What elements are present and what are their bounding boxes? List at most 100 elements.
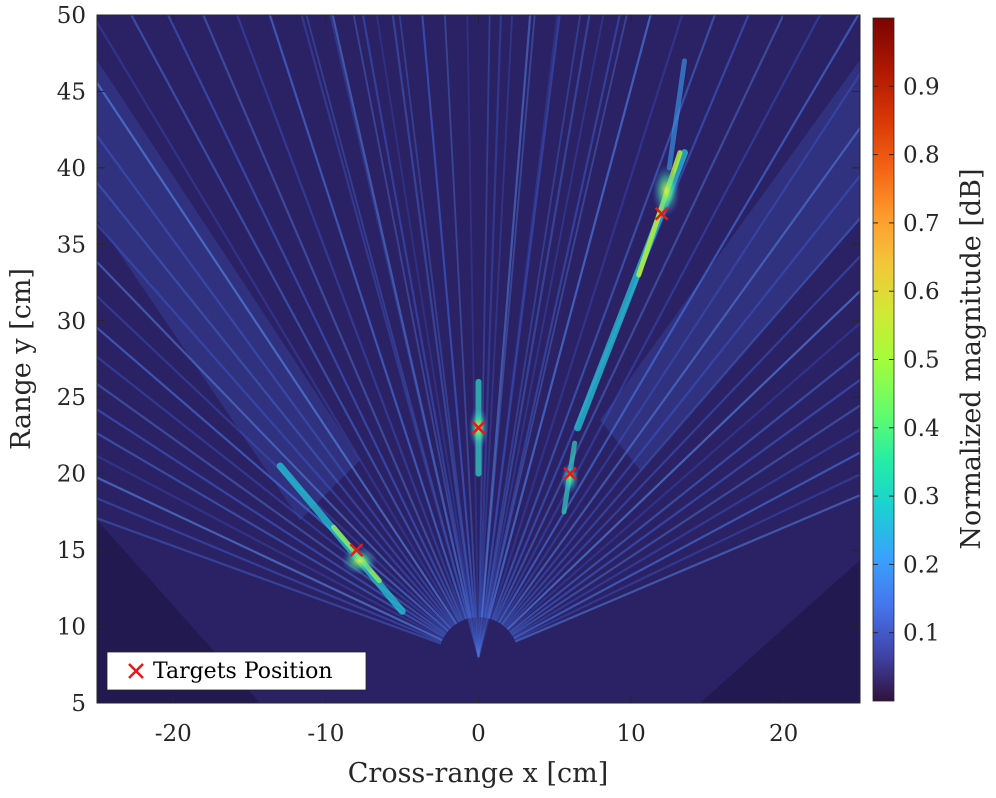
fringe-line [506, 289, 860, 631]
fringe-line [97, 517, 442, 645]
hotspot [341, 546, 378, 575]
x-tick-label: 10 [616, 721, 645, 747]
fringe-line [97, 432, 445, 638]
fringe-line [421, 15, 480, 658]
colorbar: 0.1 0.2 0.3 0.4 0.5 0.6 0.7 0.8 0.9 Normalized m… [872, 17, 987, 702]
fringe-line [487, 15, 652, 619]
fringe-line [507, 321, 860, 632]
fringe-line [166, 15, 463, 622]
fringe-line [305, 15, 480, 658]
target-marker-x [471, 420, 486, 435]
fringe-line [331, 15, 471, 619]
fringe-line [511, 404, 860, 637]
y-tick-label: 50 [57, 3, 86, 29]
fringe-line [499, 72, 860, 625]
fringe-line [509, 351, 860, 634]
fringe-line [97, 134, 456, 626]
fringe-line [489, 15, 684, 620]
fringe-line [361, 15, 473, 618]
y-tick-label: 10 [57, 615, 86, 641]
y-tick-label: 20 [57, 462, 86, 488]
diffuse-band [97, 60, 360, 520]
fringe-line [235, 15, 466, 621]
y-tick-label: 35 [57, 232, 86, 258]
fringe-line [477, 15, 536, 658]
target-streak [666, 58, 688, 171]
fringe-line [97, 260, 452, 630]
fringe-line [505, 254, 860, 629]
colorbar-tick-label: 0.5 [903, 348, 940, 374]
fringe-line [466, 15, 480, 658]
fringe-line [501, 126, 860, 626]
fringe-line [502, 174, 860, 627]
y-tick-label: 15 [57, 538, 86, 564]
fringe-line [514, 473, 860, 641]
target-marker-x [654, 206, 669, 221]
fringe-line [497, 15, 860, 624]
fringe-line [97, 408, 446, 637]
colorbar-tick-label: 0.9 [903, 74, 940, 100]
fringe-line [513, 451, 860, 640]
colorbar-label: Normalized magnitude [dB] [956, 168, 987, 549]
fringe-line [484, 15, 591, 618]
fringe-line [443, 15, 480, 658]
fringe-line [97, 222, 453, 628]
fringe-line [482, 15, 561, 618]
fringe-line [477, 15, 491, 658]
fringe-line [491, 15, 716, 620]
legend-box [106, 651, 367, 691]
y-tick-label: 30 [57, 309, 86, 335]
fringe-line [477, 15, 652, 658]
colorbar-tick-label: 0.7 [903, 211, 940, 237]
fringe-line [97, 355, 448, 634]
y-tick-label: 45 [57, 79, 86, 105]
fringe-line [421, 15, 477, 618]
target-marker-x [349, 543, 364, 558]
y-tick-label: 5 [71, 691, 86, 717]
colorbar-tick-label: 0.2 [903, 552, 940, 578]
fringe-line [477, 15, 582, 658]
colorbar-tick-label: 0.1 [903, 621, 940, 647]
fringe-line [97, 180, 455, 627]
fringe-line [329, 15, 480, 658]
y-tick-label: 25 [57, 385, 86, 411]
fringe-line [97, 294, 451, 631]
fringe-line [510, 378, 860, 635]
legend-entry-label: Targets Position [153, 659, 333, 684]
fringe-line [97, 80, 458, 625]
fringe-line [477, 15, 628, 658]
colorbar-tick-label: 0.6 [903, 279, 940, 305]
fringe-line [97, 454, 444, 640]
legend-marker-x-icon [128, 663, 144, 679]
fringe-line [477, 15, 605, 658]
hotspot [652, 164, 681, 217]
fringe-line [477, 15, 514, 658]
fringe-line [97, 476, 443, 642]
x-tick-label: -10 [307, 721, 344, 747]
fringe-line [398, 15, 480, 658]
legend: Targets Position [106, 651, 367, 691]
fringe-line [97, 497, 442, 643]
dark-corner [700, 560, 860, 703]
fringe-line [352, 15, 480, 658]
fringe-line [130, 15, 461, 623]
fringe-line [503, 216, 860, 628]
colorbar-tick-label: 0.4 [903, 416, 940, 442]
x-tick-label: 20 [769, 721, 798, 747]
fringe-line [492, 15, 750, 621]
heatmap-texture [97, 15, 860, 703]
target-markers [349, 206, 669, 558]
y-axis-ticks: 5 10 15 20 25 30 35 40 45 50 [57, 3, 860, 717]
heatmap-area [97, 15, 860, 703]
fringe-line [268, 15, 468, 620]
fringe-line [97, 20, 459, 624]
fringe-line [202, 15, 464, 621]
target-marker-x [563, 466, 577, 481]
fringe-line [97, 382, 447, 635]
y-tick-label: 40 [57, 156, 86, 182]
diffuse-band [600, 60, 860, 470]
fringe-line [512, 428, 860, 638]
x-tick-label: 0 [471, 721, 486, 747]
colorbar-ticks: 0.1 0.2 0.3 0.4 0.5 0.6 0.7 0.8 0.9 [873, 74, 940, 647]
